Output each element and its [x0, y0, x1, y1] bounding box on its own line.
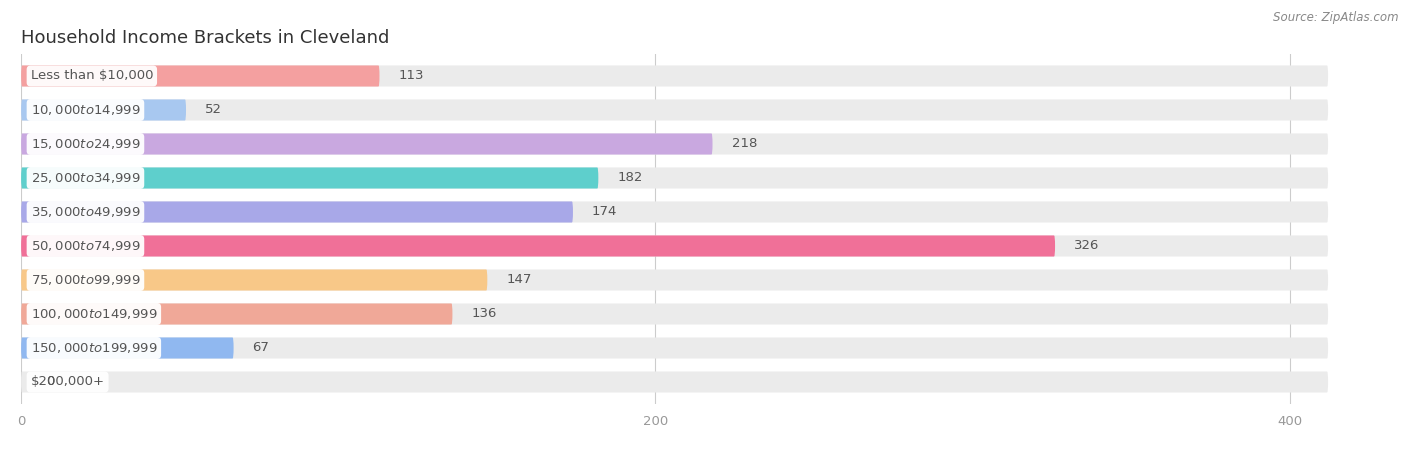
Text: Less than $10,000: Less than $10,000 [31, 70, 153, 83]
Text: 113: 113 [398, 70, 425, 83]
FancyBboxPatch shape [21, 167, 1329, 189]
FancyBboxPatch shape [21, 338, 1329, 359]
Text: 67: 67 [253, 342, 270, 355]
FancyBboxPatch shape [21, 99, 186, 120]
Text: 218: 218 [731, 137, 756, 150]
Text: 174: 174 [592, 206, 617, 219]
Text: $25,000 to $34,999: $25,000 to $34,999 [31, 171, 141, 185]
Text: 0: 0 [46, 375, 55, 388]
FancyBboxPatch shape [21, 371, 1329, 392]
FancyBboxPatch shape [21, 66, 380, 87]
FancyBboxPatch shape [21, 304, 1329, 325]
Text: 52: 52 [205, 103, 222, 116]
Text: $35,000 to $49,999: $35,000 to $49,999 [31, 205, 141, 219]
FancyBboxPatch shape [21, 133, 713, 154]
FancyBboxPatch shape [21, 167, 599, 189]
Text: 182: 182 [617, 172, 643, 185]
Text: 147: 147 [506, 273, 531, 286]
FancyBboxPatch shape [21, 202, 1329, 223]
Text: 326: 326 [1074, 239, 1099, 252]
Text: $10,000 to $14,999: $10,000 to $14,999 [31, 103, 141, 117]
FancyBboxPatch shape [21, 269, 488, 291]
FancyBboxPatch shape [21, 202, 574, 223]
FancyBboxPatch shape [21, 304, 453, 325]
FancyBboxPatch shape [21, 338, 233, 359]
Text: $100,000 to $149,999: $100,000 to $149,999 [31, 307, 157, 321]
FancyBboxPatch shape [21, 99, 1329, 120]
Text: Source: ZipAtlas.com: Source: ZipAtlas.com [1274, 11, 1399, 24]
Text: 136: 136 [471, 308, 496, 321]
Text: $200,000+: $200,000+ [31, 375, 104, 388]
FancyBboxPatch shape [21, 235, 1329, 256]
Text: $15,000 to $24,999: $15,000 to $24,999 [31, 137, 141, 151]
FancyBboxPatch shape [21, 235, 1054, 256]
Text: $50,000 to $74,999: $50,000 to $74,999 [31, 239, 141, 253]
Text: $75,000 to $99,999: $75,000 to $99,999 [31, 273, 141, 287]
Text: Household Income Brackets in Cleveland: Household Income Brackets in Cleveland [21, 29, 389, 47]
FancyBboxPatch shape [21, 66, 1329, 87]
FancyBboxPatch shape [21, 269, 1329, 291]
Text: $150,000 to $199,999: $150,000 to $199,999 [31, 341, 157, 355]
FancyBboxPatch shape [21, 133, 1329, 154]
